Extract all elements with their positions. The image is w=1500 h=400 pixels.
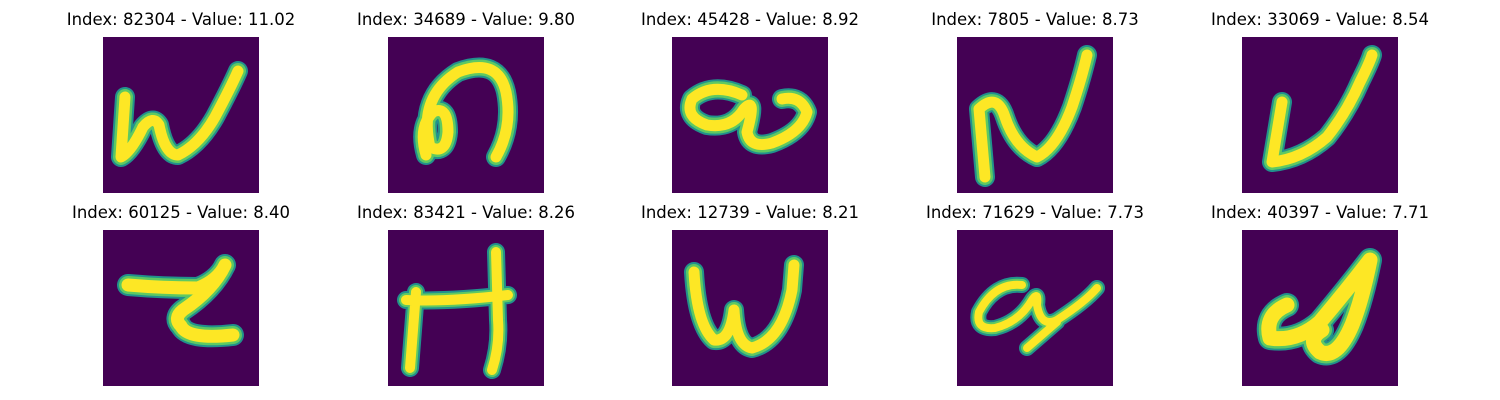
handwritten-character-image (1242, 37, 1398, 193)
panel-title: Index: 60125 - Value: 8.40 (71, 203, 290, 222)
handwritten-character-image (672, 230, 828, 386)
panel-title: Index: 83421 - Value: 8.26 (356, 203, 575, 222)
handwritten-character-image (1242, 230, 1398, 386)
sample-panel: Index: 40397 - Value: 7.71 (1170, 203, 1470, 393)
panel-title: Index: 34689 - Value: 9.80 (356, 10, 575, 29)
handwritten-character-image (957, 230, 1113, 386)
panel-title: Index: 82304 - Value: 11.02 (66, 10, 296, 29)
sample-panel: Index: 82304 - Value: 11.02 (31, 10, 331, 200)
panel-title: Index: 40397 - Value: 7.71 (1210, 203, 1429, 222)
handwritten-character-image (388, 37, 544, 193)
sample-panel: Index: 33069 - Value: 8.54 (1170, 10, 1470, 200)
handwritten-character-image (103, 230, 259, 386)
handwritten-character-image (388, 230, 544, 386)
sample-panel: Index: 83421 - Value: 8.26 (316, 203, 616, 393)
handwritten-character-image (957, 37, 1113, 193)
sample-panel: Index: 45428 - Value: 8.92 (600, 10, 900, 200)
panel-title: Index: 33069 - Value: 8.54 (1210, 10, 1429, 29)
panel-title: Index: 7805 - Value: 8.73 (931, 10, 1139, 29)
sample-panel: Index: 60125 - Value: 8.40 (31, 203, 331, 393)
sample-panel: Index: 12739 - Value: 8.21 (600, 203, 900, 393)
sample-panel: Index: 34689 - Value: 9.80 (316, 10, 616, 200)
sample-panel: Index: 71629 - Value: 7.73 (885, 203, 1185, 393)
panel-title: Index: 71629 - Value: 7.73 (925, 203, 1144, 222)
handwritten-character-image (103, 37, 259, 193)
panel-title: Index: 45428 - Value: 8.92 (640, 10, 859, 29)
panel-title: Index: 12739 - Value: 8.21 (640, 203, 859, 222)
sample-panel: Index: 7805 - Value: 8.73 (885, 10, 1185, 200)
handwritten-character-image (672, 37, 828, 193)
